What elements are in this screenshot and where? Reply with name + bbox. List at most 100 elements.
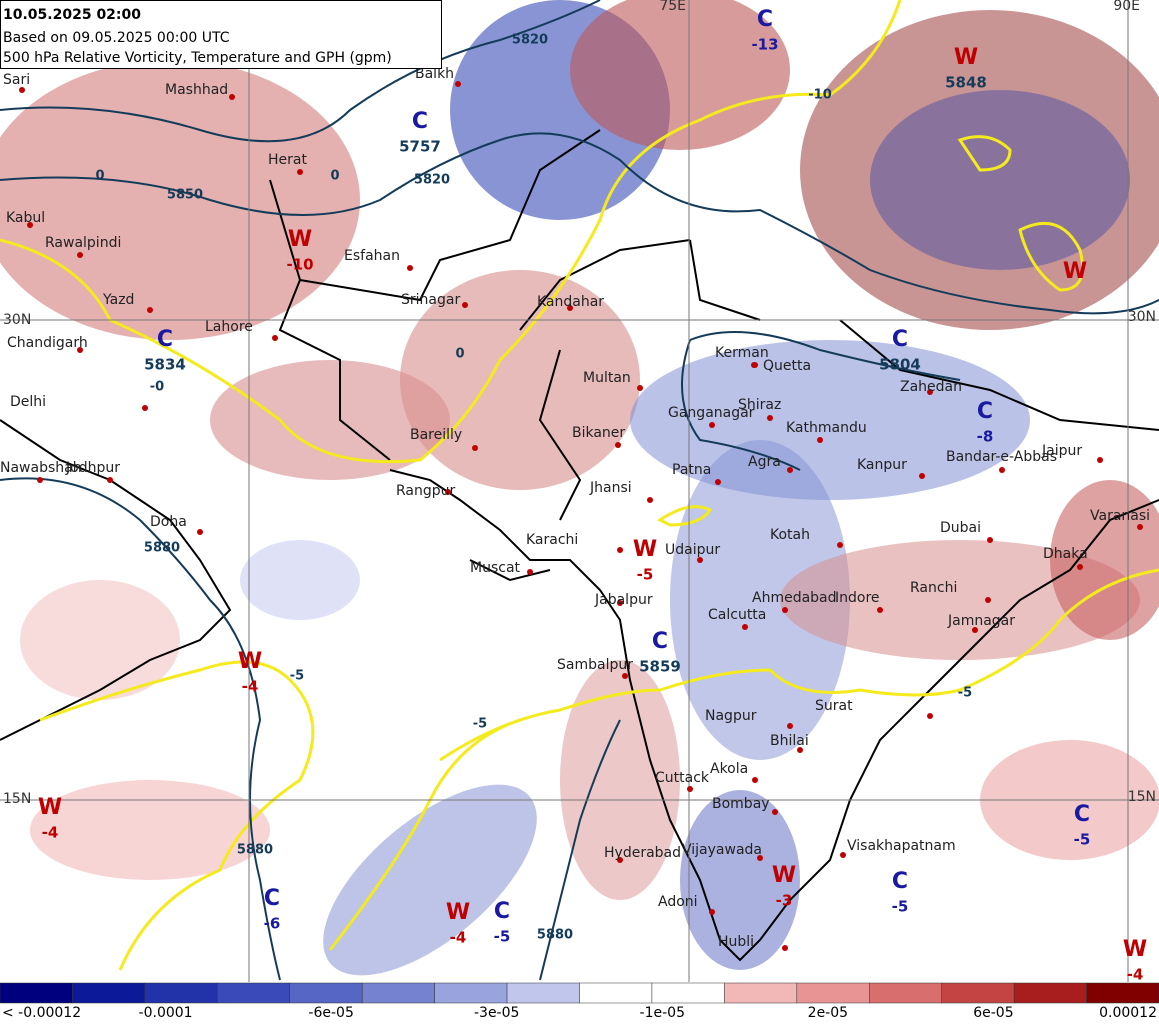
pressure-system-value: -10 [286,256,313,274]
pressure-system-value: 5859 [639,658,681,676]
pressure-system-letter: W [1123,937,1147,962]
city-label: Quetta [763,358,811,374]
pressure-system-value: -5 [892,898,909,916]
pressure-system-letter: W [954,45,978,70]
colorbar-segment [1086,982,1159,1004]
city-marker [617,600,623,606]
city-label: Jamnagar [947,613,1015,629]
city-label: Karachi [526,532,578,548]
pressure-system-value: -4 [42,824,59,842]
colorbar-label: -6e-05 [308,1005,353,1021]
city-marker [797,747,803,753]
contour-label: 5880 [144,541,180,556]
city-marker [985,597,991,603]
city-label: Srinagar [401,292,460,308]
city-label: Indore [835,590,880,606]
city-marker [1077,564,1083,570]
pressure-system-letter: W [446,900,470,925]
pressure-system-letter: C [157,327,173,352]
pressure-system-value: -4 [450,929,467,947]
city-marker [752,362,758,368]
city-marker [757,855,763,861]
colorbar-label: -0.0001 [139,1005,193,1021]
header-valid-time: 10.05.2025 02:00 [3,7,141,23]
contour-label: -5 [958,686,972,701]
city-marker [462,302,468,308]
city-label: Nawabshah [0,460,82,476]
city-label: Ranchi [910,580,957,596]
pressure-system-value: 5804 [879,356,921,374]
city-marker [787,723,793,729]
city-marker [787,467,793,473]
city-label: Zahedan [900,379,962,395]
city-marker [715,479,721,485]
city-marker [752,777,758,783]
city-label: Bareilly [410,427,462,443]
pressure-system-value: -5 [637,566,654,584]
colorbar-segment [869,982,942,1004]
colorbar: < -0.00012 -0.0001 -6e-05 -3e-05 -1e-05 2e-05… [0,982,1159,1021]
gph-contours [0,0,1159,981]
city-label: Bombay [712,796,770,812]
colorbar-label: 2e-05 [808,1005,848,1021]
city-marker [272,335,278,341]
pressure-system-value: -8 [977,428,994,446]
city-marker [77,347,83,353]
city-label: Ganganagar [668,405,755,421]
city-label: Doha [150,514,187,530]
city-marker [147,307,153,313]
pressure-system-value: -5 [1074,831,1091,849]
header-field: 500 hPa Relative Vorticity, Temperature … [3,50,392,66]
city-label: Jhansi [589,480,632,496]
city-label: Yazd [102,292,134,308]
colorbar-label: -1e-05 [640,1005,685,1021]
graticule-label: 30N [3,312,31,328]
graticule-label: 75E [659,0,686,14]
city-label: Rangpur [396,483,456,499]
colorbar-segment [506,982,580,1004]
pressure-system-letter: W [772,863,796,888]
city-label: Shiraz [738,397,781,413]
city-label: Lahore [205,319,253,335]
city-marker [37,477,43,483]
city-marker [840,852,846,858]
city-label: Ahmedabad [752,590,837,606]
graticule [0,0,1159,982]
city-marker [617,857,623,863]
city-marker [637,385,643,391]
contour-label: 5850 [167,188,203,203]
pressure-system-letter: C [412,109,428,134]
city-marker [472,445,478,451]
city-label: Hyderabad [604,845,681,861]
city-marker [647,497,653,503]
pressure-system-value: -4 [1127,966,1144,984]
colorbar-segment [72,982,146,1004]
city-label: Jabalpur [594,592,653,608]
city-label: Udaipur [665,542,720,558]
city-marker [617,547,623,553]
city-label: Kotah [770,527,810,543]
graticule-label: 30N [1128,309,1156,325]
contour-label: -5 [473,717,487,732]
city-marker [999,467,1005,473]
pressure-system-letter: C [264,886,280,911]
city-marker [615,442,621,448]
contour-label: 0 [330,169,339,184]
colorbar-segment [289,982,363,1004]
header-run: Based on 09.05.2025 00:00 UTC [3,30,230,46]
colorbar-label: < -0.00012 [2,1005,81,1021]
contour-label: 5880 [237,843,273,858]
pressure-system-letter: C [892,869,908,894]
city-marker [622,673,628,679]
pressure-system-letter: C [1074,802,1090,827]
city-label: Multan [583,370,631,386]
contour-label: -10 [808,88,832,103]
city-label: Bandar-e-Abbas [946,449,1057,465]
colorbar-segment [941,982,1015,1004]
contour-label: 5820 [414,173,450,188]
city-marker [197,529,203,535]
city-label: Kabul [6,210,45,226]
